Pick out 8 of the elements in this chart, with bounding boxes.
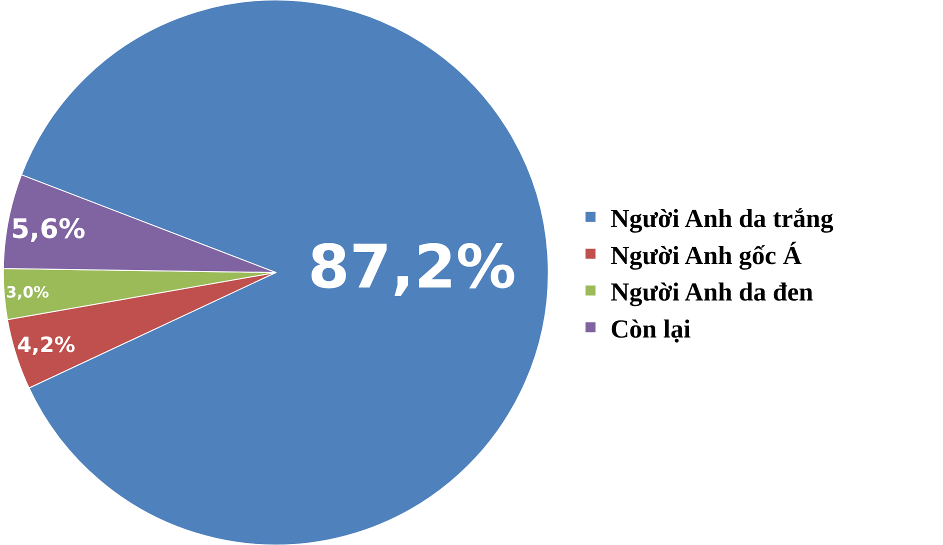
data-label: 87,2% <box>308 232 516 303</box>
data-label: 3,0% <box>6 284 50 302</box>
legend-label: Người Anh da trắng <box>610 204 834 234</box>
legend-label: Còn lại <box>610 314 691 344</box>
legend-label: Người Anh da đen <box>610 278 814 307</box>
legend-label: Người Anh gốc Á <box>610 240 802 270</box>
data-label: 4,2% <box>17 333 76 358</box>
data-label: 5,6% <box>10 214 86 245</box>
